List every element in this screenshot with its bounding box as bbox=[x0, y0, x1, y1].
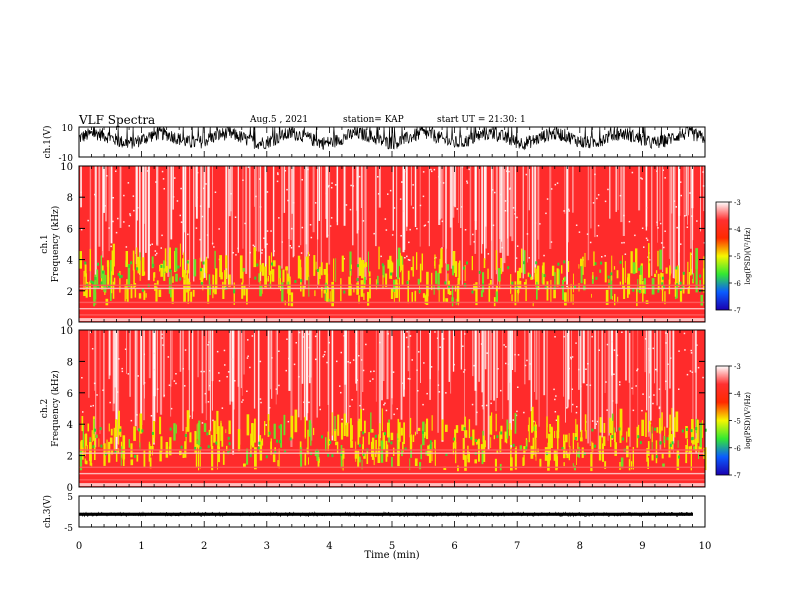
ytick-label: 5 bbox=[67, 493, 73, 503]
colorbar-tick: -5 bbox=[734, 418, 741, 426]
ytick-label: -10 bbox=[59, 154, 74, 164]
xtick-label: 8 bbox=[577, 541, 583, 552]
start-time-label: start UT = 21:30: 1 bbox=[437, 115, 526, 125]
ch3-trace bbox=[79, 512, 693, 516]
colorbar-tick: -3 bbox=[734, 363, 741, 371]
ytick-label: 6 bbox=[67, 224, 73, 235]
xtick-label: 1 bbox=[138, 541, 144, 552]
xtick-label: 6 bbox=[451, 541, 457, 552]
ytick-label: 6 bbox=[67, 389, 73, 400]
colorbar-label: log(PSD)(V²/Hz) bbox=[744, 392, 752, 449]
xaxis-label: Time (min) bbox=[364, 550, 419, 561]
station-label: station= KAP bbox=[343, 115, 404, 125]
ylabel-waveform: ch.1(V) bbox=[42, 126, 53, 159]
ytick-label: 10 bbox=[60, 162, 73, 173]
colorbar-tick: -7 bbox=[734, 472, 741, 480]
ytick-label: 10 bbox=[62, 124, 74, 134]
ylabel-channel: ch.1 bbox=[40, 234, 50, 253]
xtick-label: 2 bbox=[201, 541, 207, 552]
xtick-label: 3 bbox=[264, 541, 270, 552]
xtick-label: 10 bbox=[699, 541, 712, 552]
ytick-label: 8 bbox=[67, 357, 73, 368]
colorbar-tick: -6 bbox=[734, 280, 741, 288]
colorbar-tick: -4 bbox=[734, 390, 741, 398]
colorbar-label: log(PSD)(V²/Hz) bbox=[744, 227, 752, 284]
ytick-label: 2 bbox=[67, 452, 73, 463]
date-label: Aug.5 , 2021 bbox=[250, 115, 309, 125]
ytick-label: -5 bbox=[64, 524, 73, 534]
colorbar-2 bbox=[715, 365, 730, 476]
ytick-label: 10 bbox=[60, 326, 73, 337]
ytick-label: 0 bbox=[67, 318, 73, 329]
ytick-label: 8 bbox=[67, 193, 73, 204]
ch1-spectrogram-heatmap bbox=[79, 166, 706, 322]
colorbar-tick: -7 bbox=[734, 307, 741, 315]
xtick-label: 5 bbox=[389, 541, 395, 552]
ytick-label: 4 bbox=[67, 256, 73, 267]
ytick-label: 4 bbox=[67, 420, 73, 431]
ylabel-frequency: Frequency (kHz) bbox=[50, 370, 61, 447]
figure-title: VLF Spectra bbox=[79, 113, 156, 127]
ch2-spectrogram-heatmap bbox=[79, 330, 707, 487]
ylabel-channel: ch.2 bbox=[40, 399, 50, 418]
ytick-label: 0 bbox=[67, 483, 73, 494]
xtick-label: 7 bbox=[514, 541, 520, 552]
colorbar-1 bbox=[715, 201, 730, 311]
colorbar-tick: -6 bbox=[734, 445, 741, 453]
xtick-label: 0 bbox=[76, 541, 82, 552]
ylabel-frequency: Frequency (kHz) bbox=[50, 206, 61, 283]
colorbar-tick: -5 bbox=[734, 253, 741, 261]
ytick-label: 2 bbox=[67, 287, 73, 298]
colorbar-tick: -4 bbox=[734, 226, 741, 234]
xtick-label: 9 bbox=[639, 541, 645, 552]
xtick-label: 4 bbox=[326, 541, 332, 552]
ylabel-waveform: ch.3(V) bbox=[42, 495, 53, 528]
colorbar-tick: -3 bbox=[734, 199, 741, 207]
